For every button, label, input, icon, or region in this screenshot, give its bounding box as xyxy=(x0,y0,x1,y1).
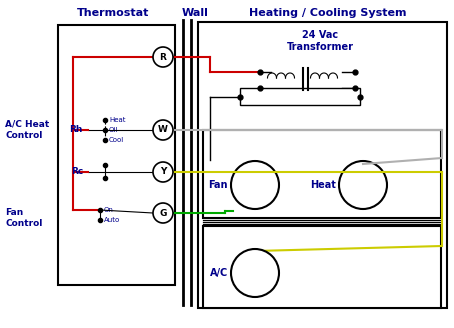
Text: 24 Vac
Transformer: 24 Vac Transformer xyxy=(286,30,354,51)
Text: Fan
Control: Fan Control xyxy=(5,208,42,228)
Text: A/C Heat
Control: A/C Heat Control xyxy=(5,120,49,140)
Text: Heating / Cooling System: Heating / Cooling System xyxy=(249,8,407,18)
Text: Fan: Fan xyxy=(208,180,228,190)
Bar xyxy=(198,22,447,308)
Circle shape xyxy=(231,161,279,209)
Text: W: W xyxy=(158,126,168,134)
Text: Cool: Cool xyxy=(109,137,124,143)
Bar xyxy=(240,88,360,105)
Text: Wall: Wall xyxy=(182,8,208,18)
Circle shape xyxy=(231,249,279,297)
Circle shape xyxy=(153,120,173,140)
Circle shape xyxy=(153,203,173,223)
Circle shape xyxy=(153,162,173,182)
Text: Rh: Rh xyxy=(69,126,83,134)
Text: Thermostat: Thermostat xyxy=(77,8,149,18)
Text: R: R xyxy=(159,52,167,62)
Circle shape xyxy=(153,47,173,67)
Circle shape xyxy=(339,161,387,209)
Text: Auto: Auto xyxy=(104,217,120,223)
Bar xyxy=(58,25,175,285)
Text: Heat: Heat xyxy=(109,117,125,123)
Bar xyxy=(203,226,441,308)
Bar xyxy=(203,130,441,218)
Text: Y: Y xyxy=(160,168,166,176)
Text: A/C: A/C xyxy=(210,268,228,278)
Text: G: G xyxy=(159,209,167,217)
Text: On: On xyxy=(104,207,114,213)
Text: Oil: Oil xyxy=(109,127,118,133)
Text: Heat: Heat xyxy=(310,180,336,190)
Text: Rc: Rc xyxy=(71,168,83,176)
